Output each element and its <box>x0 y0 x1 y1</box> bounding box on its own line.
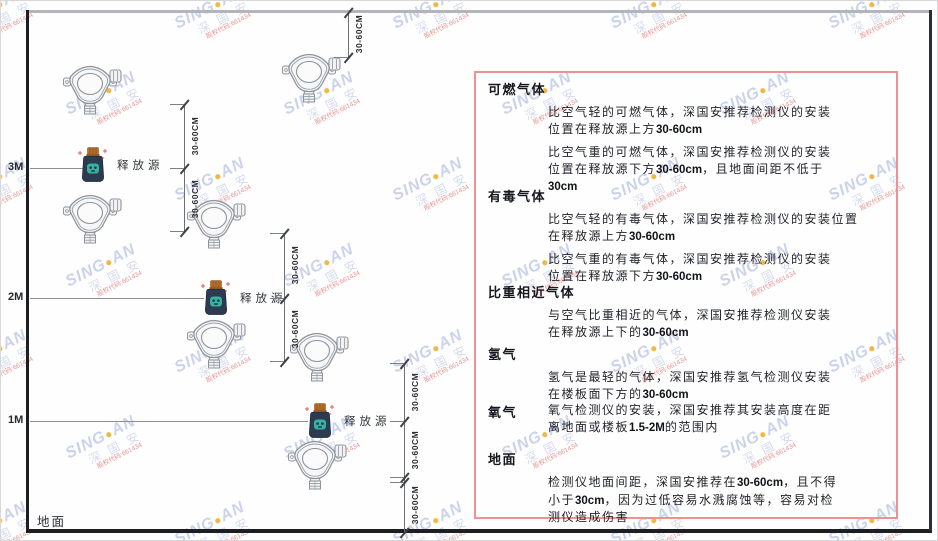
section-paragraph: 与空气比重相近的气体，深国安推荐检测仪安装 在释放源上下的30-60cm <box>548 308 832 339</box>
dimension-label: 30-60CM <box>354 14 364 54</box>
dimension-guide <box>270 361 284 362</box>
ref-line-1m <box>30 421 308 422</box>
section-heading: 可燃气体 <box>488 82 547 97</box>
section-heading: 氢气 <box>488 347 518 362</box>
section-paragraph: 比空气轻的有毒气体，深国安推荐检测仪的安装位置 在释放源上方30-60cm <box>548 212 859 243</box>
dimension-line <box>404 363 405 532</box>
section-paragraph: 比空气重的可燃气体，深国安推荐检测仪的安装 位置在释放源下方30-60cm，且地面… <box>548 145 832 193</box>
section-paragraph: 氢气是最轻的气体，深国安推荐氢气检测仪安装 在楼板面下方的30-60cm <box>548 370 832 401</box>
gas-detector-icon <box>63 65 123 115</box>
guide-section: 氧气 氧气检测仪的安装，深国安推荐其安装高度在距 离地面或楼板1.5-2M的范围内 <box>476 402 896 436</box>
section-paragraph: 比空气重的有毒气体，深国安推荐检测仪的安装 位置在释放源下方30-60cm <box>548 252 832 283</box>
floor-line <box>26 529 932 533</box>
dimension-guide <box>170 168 184 169</box>
dimension-guide <box>390 482 404 483</box>
height-label-2m: 2M <box>8 291 24 303</box>
section-paragraph: 氧气检测仪的安装，深国安推荐其安装高度在距 离地面或楼板1.5-2M的范围内 <box>548 403 832 434</box>
dimension-guide <box>390 363 404 364</box>
section-heading: 地面 <box>488 452 518 467</box>
dimension-guide <box>334 57 348 58</box>
dimension-line <box>348 12 349 57</box>
release-source-icon <box>305 403 335 439</box>
dimension-guide <box>170 231 184 232</box>
release-source-label: 释放源 <box>240 293 287 305</box>
installation-guide-panel: 可燃气体 比空气轻的可燃气体，深国安推荐检测仪的安装 位置在释放源上方30-60c… <box>474 71 898 524</box>
gas-detector-icon <box>288 440 348 490</box>
release-source-icon <box>78 147 108 183</box>
ref-line-2m <box>30 298 204 299</box>
guide-section: 可燃气体 比空气轻的可燃气体，深国安推荐检测仪的安装 位置在释放源上方30-60c… <box>476 79 896 196</box>
guide-section: 比重相近气体 与空气比重相近的气体，深国安推荐检测仪安装 在释放源上下的30-60… <box>476 282 896 341</box>
dimension-label: 30-60CM <box>410 372 420 412</box>
height-label-3m: 3M <box>8 161 24 173</box>
dimension-guide <box>170 104 184 105</box>
dimension-label: 30-60CM <box>290 309 300 349</box>
dimension-label: 30-60CM <box>190 179 200 219</box>
ref-line-3m <box>30 168 83 169</box>
dimension-label: 30-60CM <box>410 485 420 525</box>
height-label-1m: 1M <box>8 414 24 426</box>
section-heading: 有毒气体 <box>488 189 547 204</box>
dimension-guide <box>390 477 404 478</box>
dimension-guide <box>270 233 284 234</box>
left-wall-line <box>26 10 29 531</box>
guide-section: 氢气 氢气是最轻的气体，深国安推荐氢气检测仪安装 在楼板面下方的30-60cm <box>476 344 896 403</box>
ceiling-line <box>29 10 931 13</box>
dimension-label: 30-60CM <box>190 116 200 156</box>
gas-detector-icon <box>187 319 247 369</box>
release-source-icon <box>201 280 231 316</box>
ground-label: 地面 <box>37 515 67 529</box>
dimension-guide <box>390 421 404 422</box>
dimension-guide <box>270 298 284 299</box>
section-heading: 比重相近气体 <box>488 285 576 300</box>
gas-detector-icon <box>282 53 342 103</box>
section-paragraph: 检测仪地面间距，深国安推荐在30-60cm，且不得 小于30cm，因为过低容易水溅… <box>548 475 838 524</box>
section-heading: 氧气 <box>488 405 518 420</box>
right-wall-line <box>929 10 932 531</box>
section-paragraph: 比空气轻的可燃气体，深国安推荐检测仪的安装 位置在释放源上方30-60cm <box>548 105 832 136</box>
gas-detector-icon <box>63 194 123 244</box>
release-source-label: 释放源 <box>117 160 164 172</box>
release-source-label: 释放源 <box>344 416 391 428</box>
guide-section: 有毒气体 比空气轻的有毒气体，深国安推荐检测仪的安装位置 在释放源上方30-60c… <box>476 186 896 285</box>
dimension-label: 30-60CM <box>290 245 300 285</box>
guide-section: 地面 检测仪地面间距，深国安推荐在30-60cm，且不得 小于30cm，因为过低容… <box>476 449 896 526</box>
